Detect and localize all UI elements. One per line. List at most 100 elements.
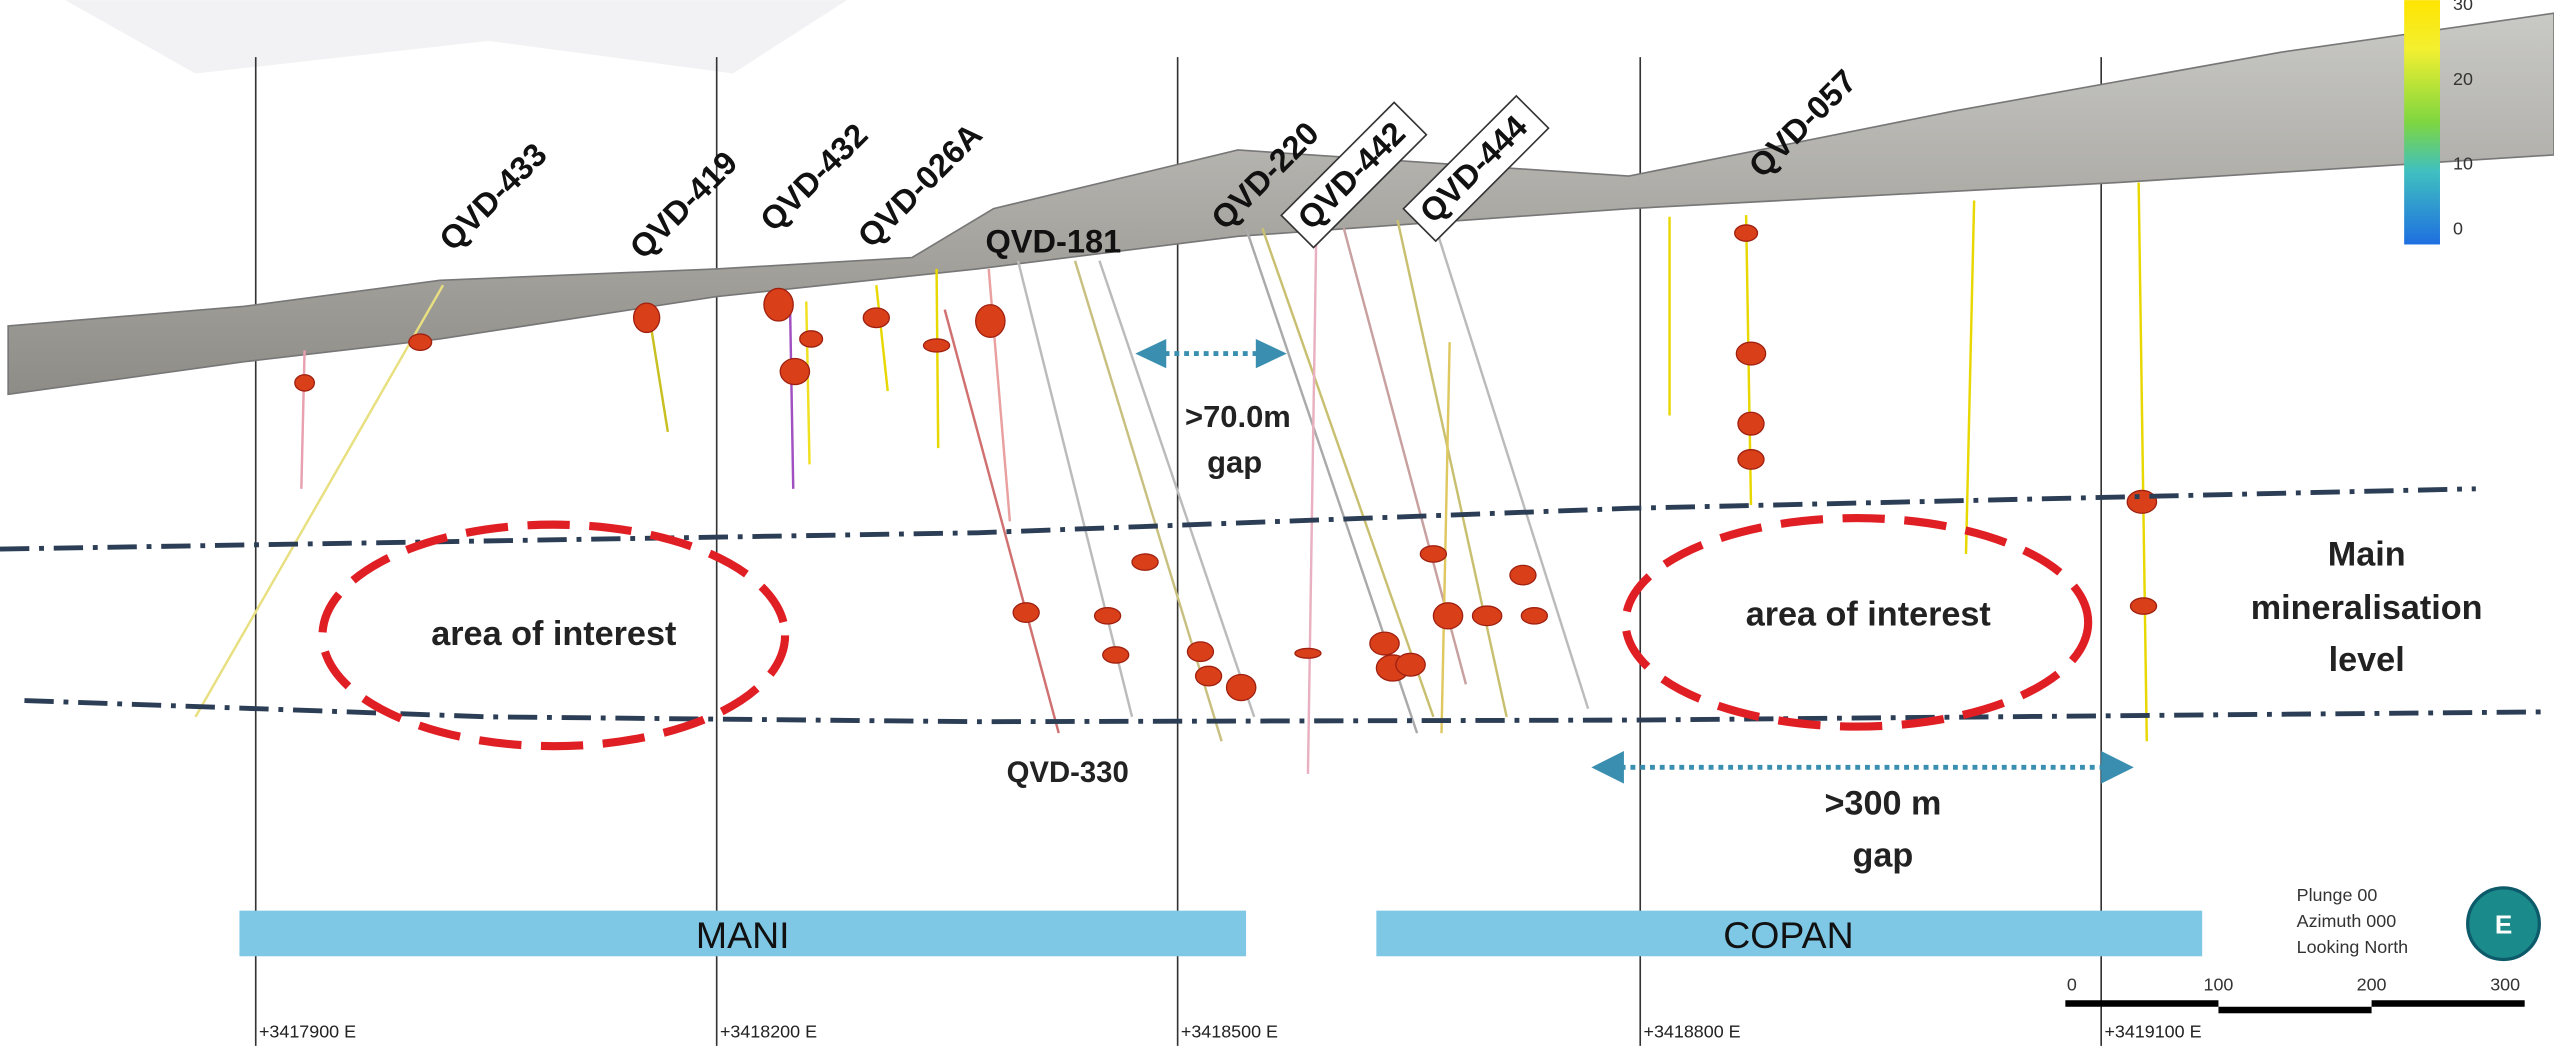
intercept — [1419, 545, 1448, 563]
intercept — [1294, 647, 1322, 659]
scale-label: 0 — [2067, 974, 2077, 994]
zone-label: MANI — [696, 914, 790, 956]
color-legend: 30 20 10 0 — [2404, 0, 2473, 245]
easting-lines — [254, 57, 2103, 1046]
trace — [2137, 182, 2149, 742]
intercept — [1737, 411, 1765, 436]
scale-segment — [2371, 1000, 2525, 1007]
trace — [1016, 260, 1134, 718]
trace — [1964, 200, 1976, 554]
intercept — [408, 333, 433, 351]
intercept — [2126, 489, 2158, 514]
trace — [1306, 244, 1318, 774]
trace — [194, 284, 445, 718]
trace — [1098, 260, 1256, 718]
view-info: Azimuth 000 — [2297, 911, 2397, 931]
gap-label: gap — [1207, 445, 1262, 480]
intercept — [1432, 602, 1464, 630]
color-bar — [2404, 0, 2440, 245]
intercept — [1734, 224, 1759, 242]
intercept — [1186, 641, 1215, 663]
scale-label: 200 — [2357, 974, 2387, 994]
gap-label: >300 m — [1824, 785, 1941, 823]
easting-label: +3419100 E — [2104, 1022, 2201, 1042]
trace — [1396, 219, 1508, 718]
easting-label: +3418500 E — [1181, 1022, 1278, 1042]
trace — [935, 268, 940, 449]
intercept — [1102, 646, 1130, 664]
level-label: Main — [2328, 535, 2406, 573]
scale-segment — [2218, 1006, 2372, 1014]
interest-label: area of interest — [431, 615, 676, 653]
view-info: Looking North — [2297, 937, 2409, 957]
view-info: Plunge 00 — [2297, 885, 2378, 905]
trace — [1440, 342, 1451, 734]
trace — [788, 301, 795, 489]
zone-label: COPAN — [1723, 914, 1853, 956]
label-box — [1280, 101, 1428, 249]
label-box — [1402, 94, 1550, 243]
intercept — [1194, 665, 1223, 687]
level-label: mineralisation — [2251, 589, 2483, 627]
intercept — [1131, 553, 1159, 571]
upper-level-line — [0, 486, 2476, 552]
intercept — [2129, 597, 2158, 615]
intercept — [1093, 607, 1122, 625]
level-label: level — [2329, 641, 2405, 679]
intercept — [862, 307, 890, 329]
zone-bar — [239, 910, 1247, 957]
intercept — [1520, 607, 1549, 625]
hole-label: QVD-181 — [985, 224, 1121, 260]
arrowhead — [1135, 338, 1167, 369]
backdrop-shape — [65, 0, 847, 74]
scale-bar: 0 100 200 300 — [2065, 974, 2525, 1014]
scale-label: 300 — [2490, 974, 2520, 994]
intercept — [1225, 673, 1257, 702]
trace — [943, 309, 1060, 734]
intercept — [1369, 631, 1400, 656]
intercept — [922, 338, 951, 353]
scale-segment — [2065, 1000, 2219, 1007]
trace — [805, 301, 811, 465]
legend-tick: 10 — [2453, 154, 2473, 174]
zone-bar — [1376, 910, 2203, 957]
legend-tick: 30 — [2453, 0, 2473, 14]
trace — [1432, 219, 1590, 710]
intercept — [294, 374, 316, 392]
assay-intercepts — [294, 224, 2158, 702]
compass — [2466, 886, 2541, 962]
legend-tick: 20 — [2453, 69, 2473, 89]
legend-tick: 0 — [2453, 219, 2463, 239]
arrowhead — [1255, 338, 1287, 369]
intercept — [632, 302, 661, 334]
hole-label: QVD-330 — [1007, 756, 1129, 789]
arrowhead — [1591, 751, 1624, 784]
intercept — [763, 287, 794, 322]
trace — [1261, 227, 1435, 718]
intercept — [1012, 602, 1040, 624]
interest-label: area of interest — [1746, 596, 1991, 634]
intercept — [1737, 449, 1765, 470]
compass-letter: E — [2495, 909, 2512, 939]
easting-label: +3418800 E — [1643, 1022, 1740, 1042]
intercept — [1471, 605, 1503, 627]
intercept — [1735, 341, 1767, 366]
easting-label: +3418200 E — [720, 1022, 817, 1042]
interest-ellipse — [1621, 514, 2093, 731]
terrain — [7, 12, 2554, 396]
gap-arrows — [1135, 338, 2134, 784]
intercept — [1509, 564, 1537, 586]
scale-label: 100 — [2204, 974, 2234, 994]
intercept — [975, 304, 1006, 338]
trace — [300, 350, 306, 489]
gap-label: gap — [1853, 837, 1914, 875]
intercept — [799, 330, 824, 348]
easting-label: +3417900 E — [259, 1022, 356, 1042]
interest-ellipse — [318, 520, 790, 751]
intercept — [779, 357, 811, 386]
gap-label: >70.0m — [1185, 399, 1291, 434]
arrowhead — [2101, 751, 2134, 784]
intercept — [1395, 652, 1426, 677]
trace — [875, 285, 889, 392]
